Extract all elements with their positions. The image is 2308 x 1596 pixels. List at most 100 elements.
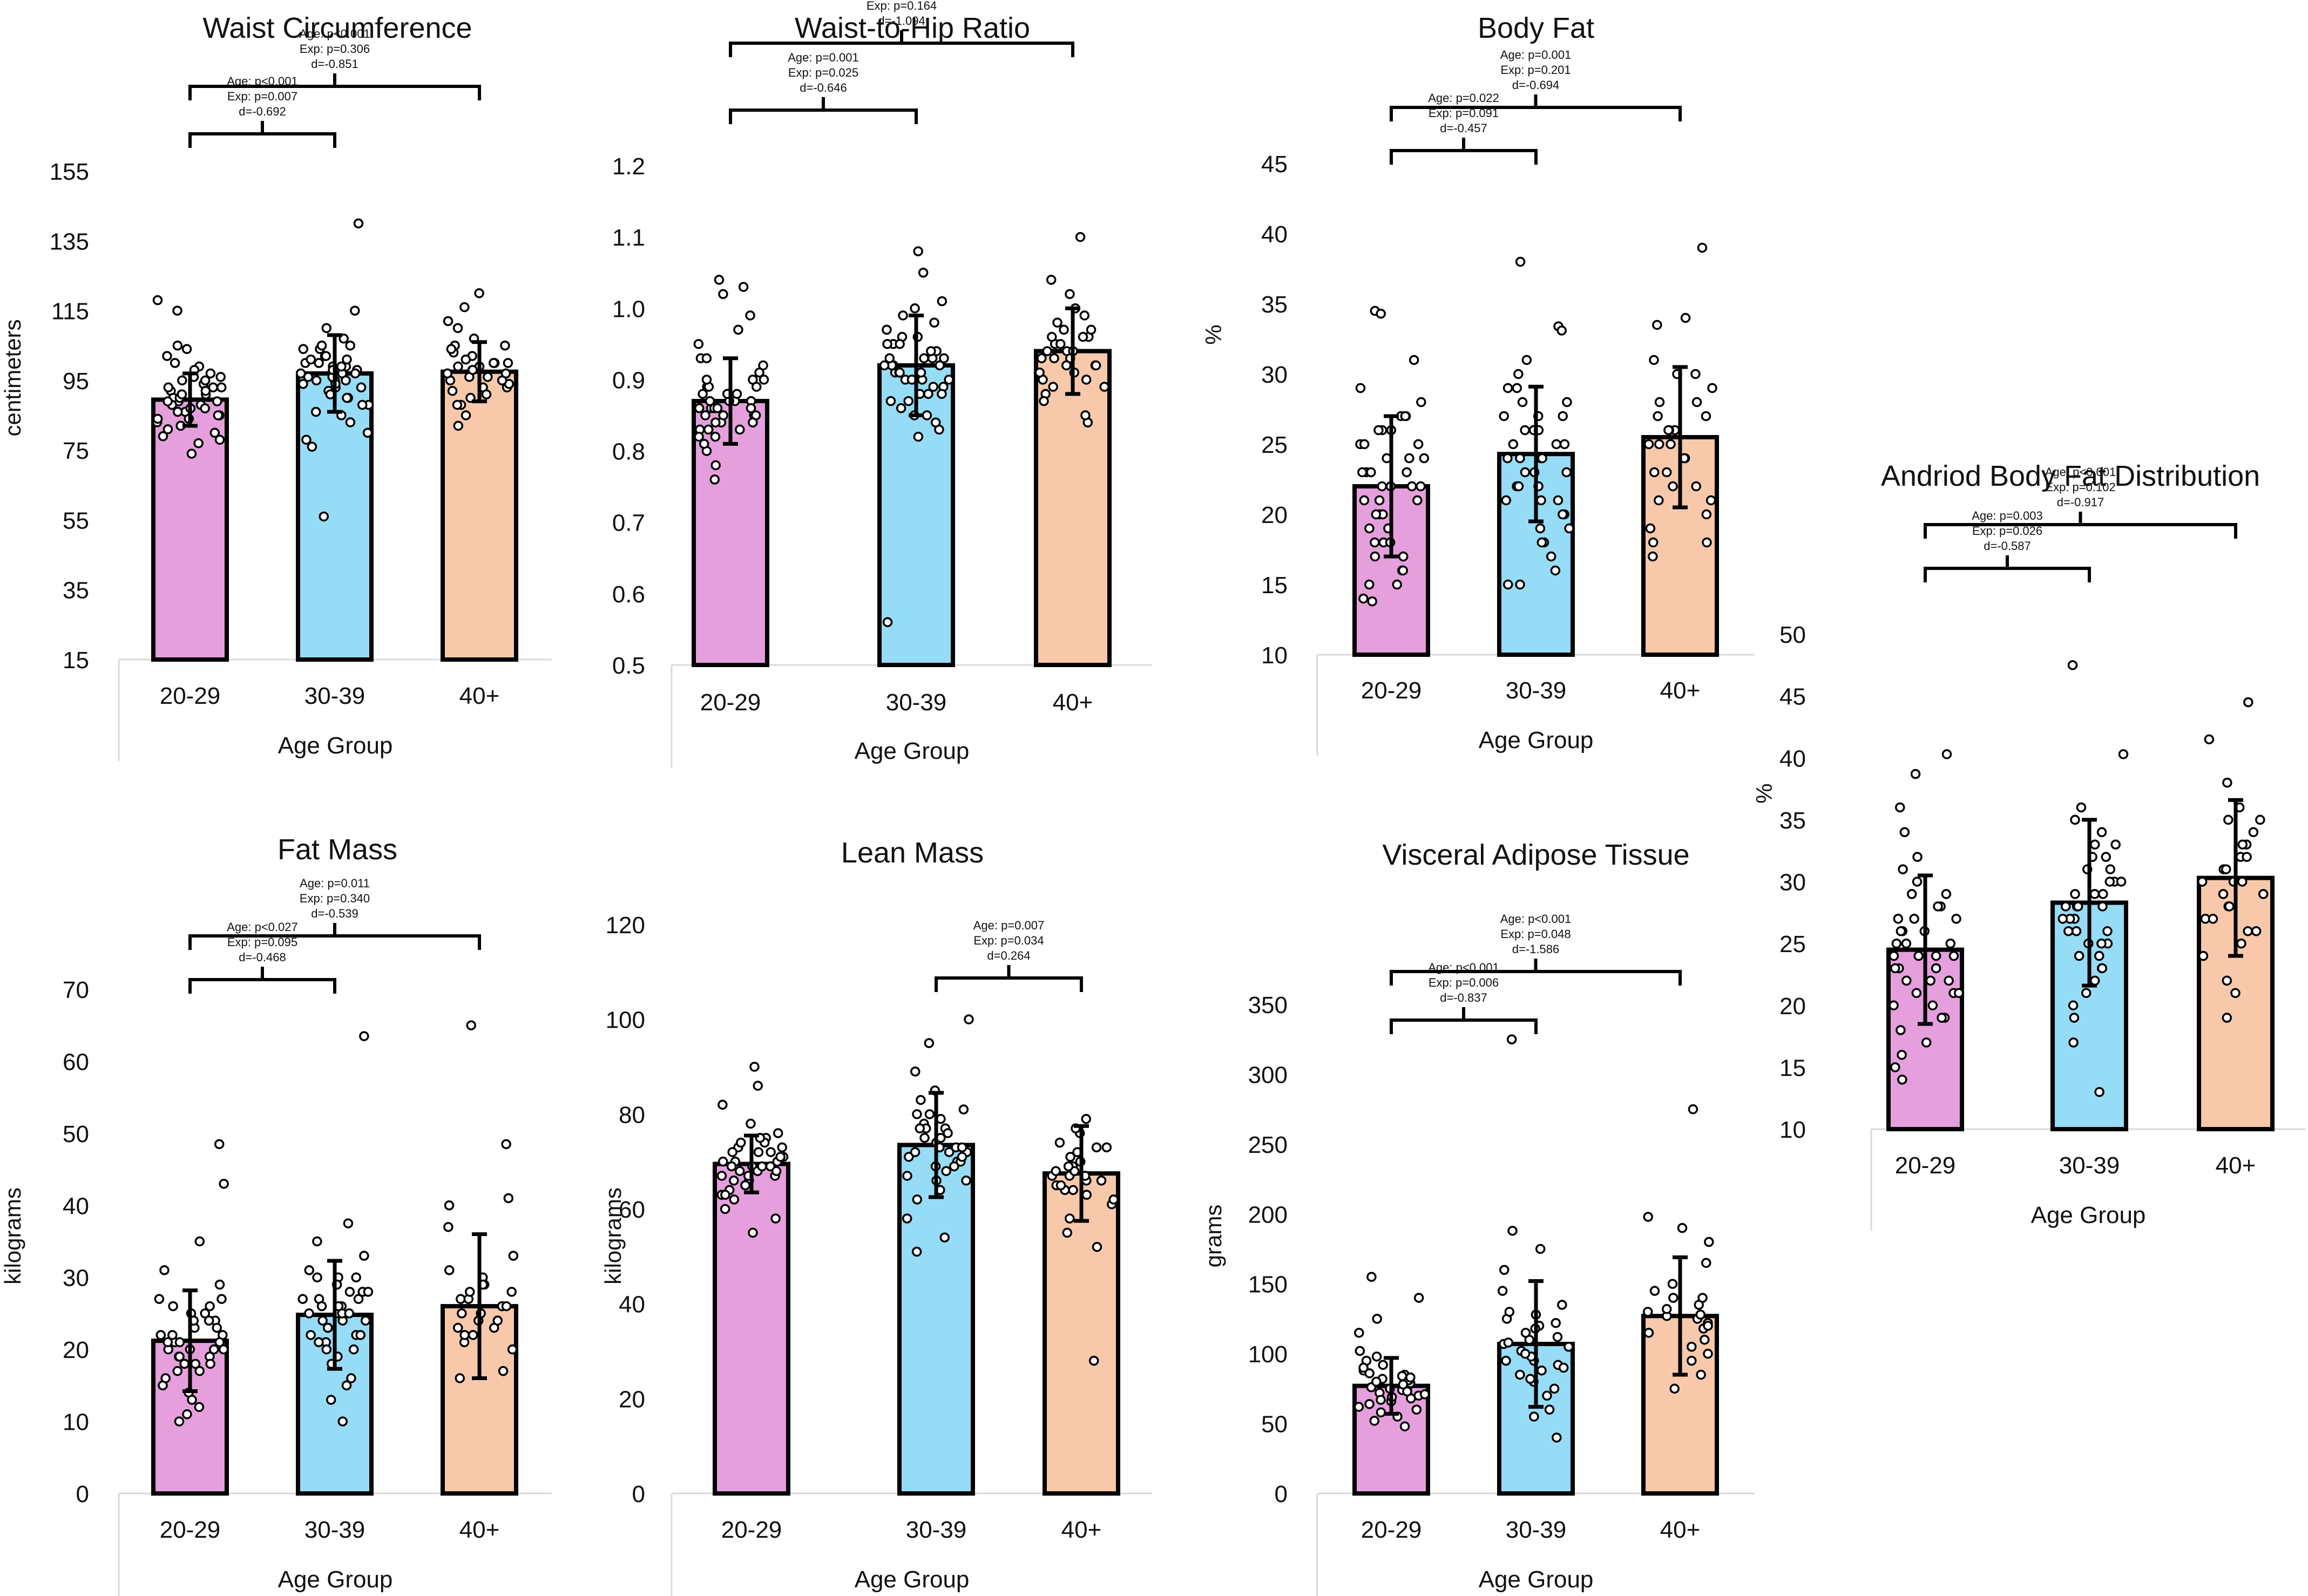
data-point [775, 1152, 786, 1162]
data-point [316, 340, 327, 351]
y-tick-label: 150 [1248, 1272, 1288, 1298]
data-point [2067, 660, 2078, 670]
data-point [902, 1213, 912, 1224]
data-point [1691, 397, 1702, 408]
data-point [163, 1337, 173, 1348]
data-point [2089, 975, 2100, 986]
data-point [2098, 889, 2108, 899]
bar [1043, 1171, 1120, 1496]
data-point [1366, 1272, 1377, 1282]
data-point [1507, 1226, 1518, 1236]
data-point [718, 1156, 728, 1167]
data-point [1529, 1411, 1539, 1422]
data-point [2218, 889, 2229, 899]
data-point [919, 1133, 930, 1143]
bar [897, 1143, 975, 1496]
data-point [1645, 523, 1656, 534]
data-point [1376, 308, 1386, 319]
data-point [1366, 467, 1376, 478]
data-point [2071, 926, 2082, 936]
data-point [2255, 814, 2265, 825]
data-point [1398, 1379, 1409, 1390]
x-axis-label: Age Group [855, 1566, 970, 1593]
data-point [172, 305, 182, 316]
data-point [1371, 1351, 1382, 1362]
y-tick-label: 115 [51, 298, 89, 325]
data-point [1937, 1013, 1947, 1023]
data-point [2076, 802, 2087, 813]
data-point [359, 1031, 369, 1041]
data-point [1551, 1317, 1561, 1328]
stat-annotation: Exp: p=0.026 [1972, 524, 2042, 538]
data-point [212, 1322, 222, 1333]
data-point [508, 1251, 519, 1261]
data-point [1065, 1213, 1075, 1224]
data-point [757, 1161, 767, 1172]
data-point [1369, 1416, 1380, 1426]
data-point [497, 375, 507, 386]
data-point [958, 1104, 969, 1115]
data-point [353, 218, 364, 229]
data-point [1891, 938, 1902, 949]
data-point [1048, 382, 1058, 392]
data-point [1941, 749, 1952, 759]
y-tick-label: 45 [1779, 684, 1806, 710]
data-point [214, 434, 225, 445]
data-point [751, 382, 762, 392]
x-axis-label: Age Group [2031, 1202, 2146, 1228]
data-point [1649, 1286, 1660, 1296]
stat-annotation: Exp: p=0.006 [1429, 976, 1499, 989]
data-point [1081, 1113, 1092, 1124]
data-point [1042, 346, 1053, 356]
significance-bracket [1390, 138, 1538, 165]
data-point [2221, 864, 2231, 874]
data-point [2222, 777, 2232, 788]
data-point [506, 1287, 517, 1297]
data-point [1405, 1372, 1416, 1383]
data-point [343, 1218, 354, 1228]
y-tick-label: 55 [63, 507, 89, 534]
data-point [452, 399, 463, 410]
data-point [1643, 1212, 1653, 1222]
data-point [2237, 877, 2248, 887]
data-point [1890, 963, 1900, 974]
data-point [344, 1287, 355, 1297]
data-point [770, 1213, 781, 1224]
x-tick-label: 30-39 [1506, 1517, 1567, 1543]
data-point [1898, 864, 1908, 874]
y-tick-label: 20 [1779, 993, 1806, 1020]
data-point [306, 354, 316, 365]
y-tick-label: 0.8 [612, 439, 645, 465]
data-point [2069, 1013, 2080, 1023]
data-point [205, 1301, 215, 1312]
data-point [1353, 1402, 1364, 1412]
data-point [355, 1330, 366, 1340]
data-point [701, 353, 712, 364]
stat-annotation: d=-0.851 [311, 57, 358, 71]
data-point [1542, 1390, 1552, 1401]
data-point [1642, 1307, 1653, 1317]
y-tick-label: 100 [606, 1007, 645, 1034]
data-point [1063, 1161, 1074, 1172]
data-point [2097, 901, 2108, 912]
data-point [703, 424, 714, 435]
data-point [173, 406, 183, 417]
x-tick-label: 20-29 [1361, 677, 1422, 704]
y-tick-label: 95 [63, 368, 89, 395]
data-point [1912, 852, 1923, 862]
data-point [1402, 1386, 1412, 1397]
data-point [746, 403, 756, 413]
data-point [1364, 523, 1375, 534]
data-point [2197, 877, 2208, 887]
y-tick-label: 70 [63, 977, 89, 1003]
data-point [1677, 1223, 1688, 1233]
data-point [501, 1139, 511, 1150]
data-point [732, 389, 742, 399]
data-point [503, 1193, 514, 1204]
data-point [314, 1337, 324, 1348]
data-point [1700, 1335, 1710, 1345]
data-point [705, 396, 715, 406]
data-point [904, 1152, 914, 1162]
y-tick-label: 200 [1248, 1201, 1288, 1228]
data-point [344, 1308, 355, 1319]
